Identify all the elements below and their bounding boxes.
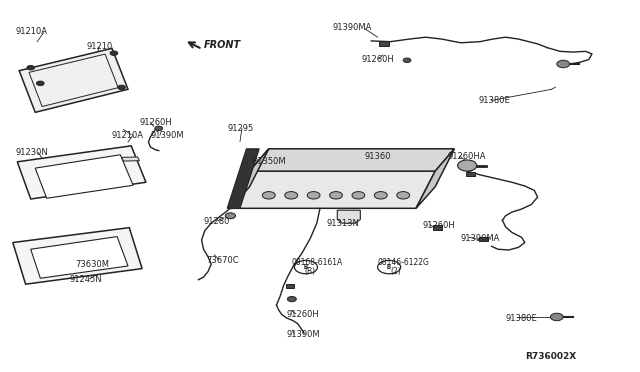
Polygon shape <box>19 48 128 112</box>
Text: 91210A: 91210A <box>112 131 144 140</box>
Polygon shape <box>17 146 146 199</box>
Circle shape <box>118 85 125 90</box>
Circle shape <box>374 192 387 199</box>
Circle shape <box>27 65 35 70</box>
Polygon shape <box>31 237 128 278</box>
Circle shape <box>550 313 563 321</box>
Text: 91260H: 91260H <box>362 55 394 64</box>
Circle shape <box>397 192 410 199</box>
Text: 91210A: 91210A <box>16 27 48 36</box>
Text: 91260H: 91260H <box>422 221 455 230</box>
Polygon shape <box>13 228 142 284</box>
Text: (B): (B) <box>304 267 315 276</box>
Polygon shape <box>122 157 140 161</box>
Circle shape <box>110 51 118 55</box>
Text: FRONT: FRONT <box>204 40 241 49</box>
Circle shape <box>225 213 236 219</box>
Text: 91260H: 91260H <box>286 310 319 319</box>
Circle shape <box>458 160 477 171</box>
Text: 91260HA: 91260HA <box>448 152 486 161</box>
Text: 91295: 91295 <box>227 124 253 133</box>
Text: 91360: 91360 <box>365 152 391 161</box>
Bar <box>479 237 488 241</box>
Bar <box>380 41 389 46</box>
Text: 08146-6122G: 08146-6122G <box>378 258 429 267</box>
Text: 91230N: 91230N <box>16 148 49 157</box>
Polygon shape <box>250 149 454 171</box>
Circle shape <box>557 60 570 68</box>
Text: B: B <box>304 264 308 270</box>
Circle shape <box>155 126 163 131</box>
Polygon shape <box>227 149 259 208</box>
Polygon shape <box>35 155 133 198</box>
Text: 91210: 91210 <box>86 42 113 51</box>
Text: B: B <box>387 264 391 270</box>
Text: 91313N: 91313N <box>326 219 359 228</box>
Text: 91280: 91280 <box>204 217 230 226</box>
Text: 91260H: 91260H <box>140 118 172 127</box>
Circle shape <box>36 81 44 86</box>
Bar <box>433 225 442 230</box>
Polygon shape <box>337 210 360 223</box>
Text: (2): (2) <box>390 267 401 276</box>
Bar <box>285 284 294 289</box>
Circle shape <box>378 260 401 274</box>
Text: 08168-6161A: 08168-6161A <box>291 258 342 267</box>
Text: 91390MA: 91390MA <box>333 23 372 32</box>
Polygon shape <box>230 149 269 208</box>
Circle shape <box>403 58 411 62</box>
Circle shape <box>285 192 298 199</box>
Text: 73670C: 73670C <box>207 256 239 265</box>
Circle shape <box>294 260 317 274</box>
Text: 91380E: 91380E <box>506 314 538 323</box>
Text: 91390MA: 91390MA <box>461 234 500 243</box>
Text: 91245N: 91245N <box>69 275 102 284</box>
Polygon shape <box>230 171 435 208</box>
Polygon shape <box>416 149 454 208</box>
Circle shape <box>352 192 365 199</box>
Bar <box>466 172 475 176</box>
Circle shape <box>330 192 342 199</box>
Text: 91390M: 91390M <box>286 330 320 339</box>
Circle shape <box>287 296 296 302</box>
Text: 91380E: 91380E <box>479 96 511 105</box>
Circle shape <box>262 192 275 199</box>
Text: R736002X: R736002X <box>525 352 576 361</box>
Text: 91390M: 91390M <box>150 131 184 140</box>
Text: 91350M: 91350M <box>253 157 287 166</box>
Text: 73630M: 73630M <box>76 260 109 269</box>
Circle shape <box>307 192 320 199</box>
